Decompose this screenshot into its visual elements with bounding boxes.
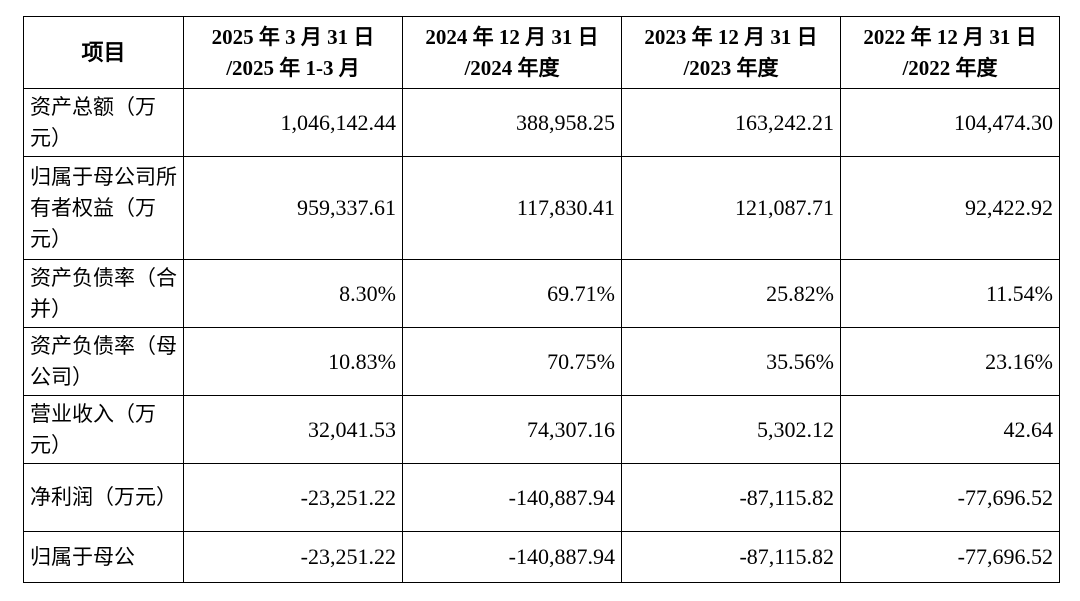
- cell-value: 117,830.41: [402, 156, 622, 260]
- row-label: 营业收入（万元）: [23, 395, 184, 464]
- table-header-row: 项目 2025 年 3 月 31 日 /2025 年 1-3 月 2024 年 …: [23, 16, 1060, 89]
- header-col-line1: 2024 年 12 月 31 日: [425, 24, 599, 49]
- row-label: 归属于母公司所有者权益（万元）: [23, 156, 184, 260]
- table-row: 归属于母公 -23,251.22 -140,887.94 -87,115.82 …: [23, 531, 1060, 583]
- header-col-line2: /2023 年度: [683, 55, 779, 80]
- header-col-2024: 2024 年 12 月 31 日 /2024 年度: [402, 16, 622, 89]
- cell-value: 42.64: [840, 395, 1060, 464]
- header-col-2023: 2023 年 12 月 31 日 /2023 年度: [621, 16, 841, 89]
- cell-value: 69.71%: [402, 259, 622, 328]
- row-label: 资产负债率（合并）: [23, 259, 184, 328]
- header-col-line1: 2023 年 12 月 31 日: [644, 24, 818, 49]
- table-row: 资产负债率（合并） 8.30% 69.71% 25.82% 11.54%: [23, 259, 1060, 328]
- row-label: 资产负债率（母公司）: [23, 327, 184, 396]
- financial-data-table: 项目 2025 年 3 月 31 日 /2025 年 1-3 月 2024 年 …: [23, 16, 1060, 583]
- cell-value: 32,041.53: [183, 395, 403, 464]
- cell-value: -77,696.52: [840, 531, 1060, 583]
- cell-value: 5,302.12: [621, 395, 841, 464]
- cell-value: -77,696.52: [840, 463, 1060, 532]
- cell-value: 92,422.92: [840, 156, 1060, 260]
- cell-value: 23.16%: [840, 327, 1060, 396]
- cell-value: -140,887.94: [402, 531, 622, 583]
- row-label: 资产总额（万元）: [23, 88, 184, 157]
- row-label: 净利润（万元）: [23, 463, 184, 532]
- header-col-line2: /2025 年 1-3 月: [226, 55, 360, 80]
- cell-value: 11.54%: [840, 259, 1060, 328]
- header-col-line2: /2022 年度: [902, 55, 998, 80]
- header-col-2022: 2022 年 12 月 31 日 /2022 年度: [840, 16, 1060, 89]
- header-item: 项目: [23, 16, 184, 89]
- cell-value: 10.83%: [183, 327, 403, 396]
- cell-value: -23,251.22: [183, 463, 403, 532]
- cell-value: 121,087.71: [621, 156, 841, 260]
- cell-value: 25.82%: [621, 259, 841, 328]
- header-col-line2: /2024 年度: [464, 55, 560, 80]
- table-row: 营业收入（万元） 32,041.53 74,307.16 5,302.12 42…: [23, 395, 1060, 464]
- cell-value: 8.30%: [183, 259, 403, 328]
- cell-value: -87,115.82: [621, 531, 841, 583]
- table-row: 资产负债率（母公司） 10.83% 70.75% 35.56% 23.16%: [23, 327, 1060, 396]
- cell-value: -23,251.22: [183, 531, 403, 583]
- cell-value: 163,242.21: [621, 88, 841, 157]
- row-label: 归属于母公: [23, 531, 184, 583]
- cell-value: 959,337.61: [183, 156, 403, 260]
- cell-value: -140,887.94: [402, 463, 622, 532]
- table-row: 归属于母公司所有者权益（万元） 959,337.61 117,830.41 12…: [23, 156, 1060, 260]
- table-row: 资产总额（万元） 1,046,142.44 388,958.25 163,242…: [23, 88, 1060, 157]
- cell-value: 70.75%: [402, 327, 622, 396]
- table-row: 净利润（万元） -23,251.22 -140,887.94 -87,115.8…: [23, 463, 1060, 532]
- cell-value: 1,046,142.44: [183, 88, 403, 157]
- header-col-line1: 2022 年 12 月 31 日: [863, 24, 1037, 49]
- cell-value: 104,474.30: [840, 88, 1060, 157]
- cell-value: -87,115.82: [621, 463, 841, 532]
- cell-value: 35.56%: [621, 327, 841, 396]
- header-col-line1: 2025 年 3 月 31 日: [211, 24, 375, 49]
- cell-value: 74,307.16: [402, 395, 622, 464]
- header-col-2025q1: 2025 年 3 月 31 日 /2025 年 1-3 月: [183, 16, 403, 89]
- cell-value: 388,958.25: [402, 88, 622, 157]
